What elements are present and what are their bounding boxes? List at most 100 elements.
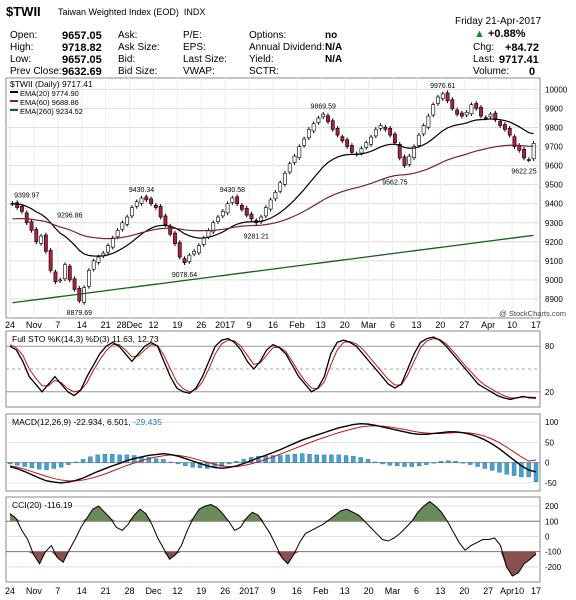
macd-histogram-bar <box>438 461 444 463</box>
macd-histogram-bar <box>497 462 502 473</box>
candle-body <box>216 216 220 222</box>
candle-body <box>235 196 240 205</box>
price-tick-label: 9100 <box>545 257 563 266</box>
candle-body <box>459 112 464 117</box>
macd-histogram-bar <box>416 462 422 467</box>
macd-histogram-bar <box>234 461 239 463</box>
candle-body <box>177 242 182 258</box>
candle-body <box>383 126 388 130</box>
bottom-x-axis-label: 17 <box>531 586 541 596</box>
candle-body <box>522 148 526 159</box>
macd-histogram-bar <box>117 454 122 463</box>
candle-body <box>168 225 173 235</box>
x-axis-label: 20 <box>340 320 350 330</box>
candle-body <box>249 213 254 220</box>
candle-body <box>455 109 460 115</box>
ema20-legend: EMA(20) 9774.90 <box>20 89 79 98</box>
candle-body <box>273 191 278 200</box>
x-axis-label: Nov <box>26 320 43 330</box>
ema20-swatch <box>10 91 18 93</box>
price-annotation: 9430.58 <box>220 187 245 194</box>
macd-histogram-bar <box>146 457 152 463</box>
candle-body <box>158 206 163 218</box>
macd-tick-label: -50 <box>545 479 557 488</box>
price-annotation: 9296.86 <box>57 212 82 219</box>
macd-histogram-bar <box>329 454 334 463</box>
bottom-x-axis-label: Mar <box>385 586 401 596</box>
candle-body <box>220 211 225 217</box>
bottom-x-axis-label: 14 <box>77 586 87 596</box>
bottom-x-axis-label: 28 <box>125 586 135 596</box>
price-tick-label: 9400 <box>545 200 563 209</box>
candle-body <box>24 212 29 224</box>
candle-body <box>498 121 503 126</box>
macd-histogram-bar <box>270 455 276 463</box>
candle-body <box>464 111 469 116</box>
x-axis-label: 12 <box>148 320 158 330</box>
x-axis-label: 2017 <box>215 320 235 330</box>
prev-close-label: Prev Close: <box>10 66 62 77</box>
candle-body <box>287 163 292 173</box>
macd-histogram-bar <box>102 454 108 463</box>
bottom-x-axis-label: 7 <box>55 586 60 596</box>
macd-histogram-bar <box>29 462 35 469</box>
bottom-x-axis-label: 12 <box>172 586 182 596</box>
macd-histogram-bar <box>468 462 473 465</box>
pe-label: P/E: <box>183 30 202 41</box>
bottom-x-axis-label: Apr10 <box>500 586 524 596</box>
price-annotation: 9562.75 <box>382 180 407 187</box>
candle-body <box>503 124 507 130</box>
volume-label: Volume: <box>473 66 510 77</box>
date-label: Friday 21-Apr-2017 <box>455 16 542 27</box>
candle-body <box>402 156 407 166</box>
macd-histogram-bar <box>409 462 415 467</box>
x-axis-label: 17 <box>531 320 541 330</box>
cci-tick-label: -100 <box>545 548 562 557</box>
macd-histogram-bar <box>241 459 246 463</box>
candle-body <box>110 237 115 248</box>
candle-body <box>340 136 345 142</box>
x-axis-label: 21 <box>101 320 111 330</box>
prev-close-value: 9632.69 <box>62 66 102 78</box>
yield-label: Yield: <box>249 54 274 65</box>
candle-body <box>163 215 168 225</box>
exchange-label: INDX <box>183 7 206 17</box>
candle-body <box>531 143 536 160</box>
candle-body <box>58 279 63 282</box>
bottom-x-axis-label: 20 <box>459 586 469 596</box>
bottom-x-axis-label: 13 <box>340 586 350 596</box>
candle-body <box>369 136 373 145</box>
macd-histogram-bar <box>431 462 436 464</box>
macd-histogram-bar <box>489 462 495 471</box>
volume-value: 0 <box>529 66 536 78</box>
macd-histogram-bar <box>153 458 159 463</box>
candle-body <box>507 127 512 136</box>
macd-histogram-bar <box>37 462 42 470</box>
price-tick-label: 9900 <box>545 104 563 113</box>
macd-histogram-bar <box>285 454 290 463</box>
ema20-line <box>12 118 534 257</box>
macd-histogram-bar <box>183 462 188 467</box>
candle-body <box>421 125 426 135</box>
bottom-x-axis-label: 26 <box>220 586 230 596</box>
eps-label: EPS: <box>183 42 206 53</box>
candle-body <box>512 136 517 147</box>
macd-histogram-bar <box>300 453 305 463</box>
macd-histogram-bar <box>453 461 458 463</box>
bid-label: Bid: <box>118 54 136 65</box>
bottom-x-axis-label: 24 <box>5 586 15 596</box>
macd-line <box>9 423 537 484</box>
x-axis-label: 28Dec <box>117 320 144 330</box>
ema60-swatch <box>10 100 18 102</box>
candle-body <box>63 264 67 280</box>
macd-histogram-bar <box>358 457 363 463</box>
macd-tick-label: 50 <box>545 438 554 447</box>
candle-body <box>225 203 230 214</box>
bottom-x-axis-label: 20 <box>364 586 374 596</box>
price-tick-label: 10000 <box>545 85 568 94</box>
bottom-x-axis-label: 6 <box>414 586 419 596</box>
candle-body <box>173 232 177 245</box>
chg-label: Chg: <box>473 42 495 53</box>
x-axis-label: 13 <box>316 320 326 330</box>
macd-histogram-bar <box>373 461 378 463</box>
